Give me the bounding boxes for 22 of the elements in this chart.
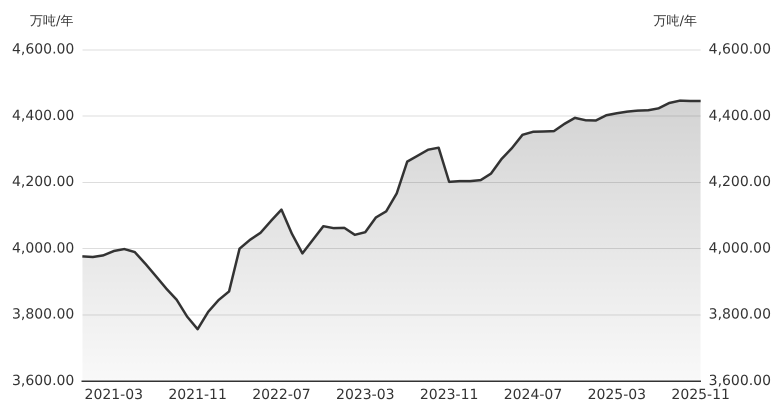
y-axis-title: 万吨/年 [30,14,74,29]
x-tick-label: 2023-03 [336,387,395,404]
y-tick-label: 4,200.00 [12,174,74,190]
y-tick-label: 3,600.00 [12,372,74,389]
y2-tick-label: 4,600.00 [708,42,771,58]
x-tick-label: 2022-07 [252,387,311,404]
x-tick-label: 2021-11 [168,387,227,404]
x-tick-label: 2025-03 [588,387,646,404]
y2-tick-label: 3,600.00 [708,372,771,389]
y-tick-label: 4,600.00 [12,42,74,58]
y-tick-label: 3,800.00 [12,306,74,323]
x-tick-label: 2021-03 [84,387,144,404]
y-tick-label: 4,000.00 [12,240,74,256]
y2-axis-title: 万吨/年 [654,14,697,29]
x-tick-label: 2023-11 [420,387,478,404]
y2-tick-label: 4,200.00 [708,174,771,190]
y2-tick-label: 4,400.00 [708,108,771,124]
x-tick-label: 2024-07 [504,387,562,404]
x-tick-label: 2025-11 [671,387,730,404]
y2-tick-label: 4,000.00 [708,240,771,256]
y2-tick-label: 3,800.00 [708,306,771,323]
y-tick-label: 4,400.00 [12,108,74,124]
